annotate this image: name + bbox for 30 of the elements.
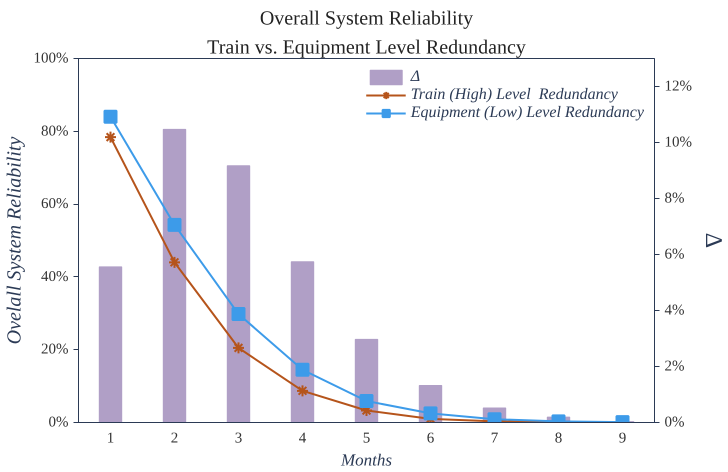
chart-subtitle: Train vs. Equipment Level Redundancy [207,36,526,58]
y-tick-label: 100% [34,50,69,66]
y2-tick-label: 2% [664,358,684,374]
y2-tick-label: 8% [664,190,684,206]
y2-tick-label: 6% [664,246,684,262]
y2-tick-label: 0% [664,414,684,430]
legend-label: Equipment (Low) Level Redundancy [410,104,644,122]
x-tick-label: 5 [362,430,370,446]
chart-title: Overall System Reliability [260,8,474,30]
y-tick-label: 60% [41,196,69,212]
legend-label: Train (High) Level Redundancy [410,86,618,104]
x-tick-label: 2 [170,430,178,446]
y2-tick-label: 10% [664,134,692,150]
y-tick-label: 40% [41,268,69,285]
y-tick-label: 0% [48,414,69,430]
y2-tick-label: 12% [664,78,692,94]
legend-label: Δ [410,68,422,86]
x-tick-label: 4 [298,430,307,446]
x-tick-label: 7 [490,430,499,446]
x-tick-label: 8 [554,430,562,446]
y-tick-label: 20% [41,342,69,358]
x-tick-label: 3 [234,430,242,446]
x-axis-title: Months [340,450,392,470]
x-tick-label: 1 [106,430,114,446]
y-axis-title: Ovelall System Reliability [4,136,26,344]
y-tick-label: 80% [41,123,69,140]
x-tick-label: 6 [426,430,435,446]
y2-tick-label: 4% [664,302,684,318]
x-tick-label: 9 [618,430,626,446]
y2-axis-title: Δ [700,232,726,248]
